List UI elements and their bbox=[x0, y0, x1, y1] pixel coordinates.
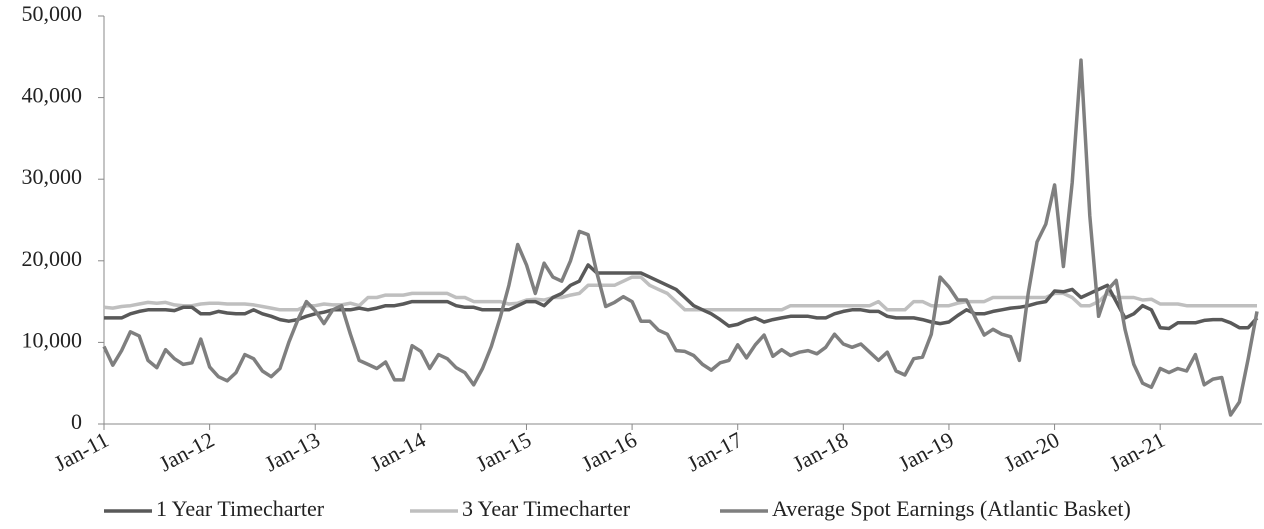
x-tick-label: Jan-18 bbox=[789, 427, 853, 477]
y-tick-label: 50,000 bbox=[22, 1, 83, 26]
x-tick-label: Jan-21 bbox=[1105, 427, 1169, 477]
y-tick-label: 10,000 bbox=[22, 327, 83, 352]
x-tick-label: Jan-17 bbox=[683, 427, 747, 477]
x-tick-label: Jan-11 bbox=[50, 427, 113, 476]
y-tick-label: 0 bbox=[71, 409, 82, 434]
legend-label: 3 Year Timecharter bbox=[462, 496, 631, 521]
legend-label: 1 Year Timecharter bbox=[156, 496, 325, 521]
x-tick-label: Jan-15 bbox=[472, 427, 536, 477]
x-tick-label: Jan-19 bbox=[894, 427, 958, 477]
x-tick-label: Jan-13 bbox=[260, 427, 324, 477]
legend-label: Average Spot Earnings (Atlantic Basket) bbox=[772, 496, 1131, 521]
y-tick-label: 20,000 bbox=[22, 246, 83, 271]
series-line bbox=[102, 58, 1259, 417]
x-tick-label: Jan-12 bbox=[155, 427, 219, 477]
y-tick-label: 30,000 bbox=[22, 164, 83, 189]
x-tick-label: Jan-14 bbox=[366, 427, 430, 477]
x-tick-label: Jan-16 bbox=[577, 427, 641, 477]
x-tick-label: Jan-20 bbox=[1000, 427, 1064, 477]
y-tick-label: 40,000 bbox=[22, 83, 83, 108]
series-line bbox=[104, 263, 1259, 331]
series-line bbox=[103, 275, 1257, 312]
